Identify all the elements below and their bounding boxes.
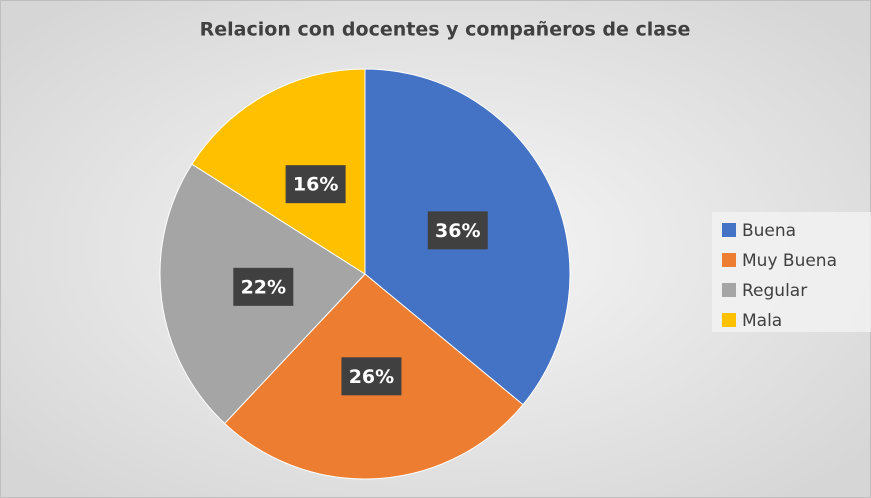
data-label: 36% — [435, 220, 480, 242]
data-label: 22% — [241, 276, 286, 298]
label-box — [427, 211, 488, 250]
legend-label: Regular — [742, 281, 807, 301]
legend-swatch — [722, 313, 736, 327]
legend-box — [712, 212, 871, 332]
label-box — [285, 165, 346, 204]
legend-label: Buena — [742, 221, 796, 241]
legend-label: Mala — [742, 311, 782, 331]
chart-title: Relacion con docentes y compañeros de cl… — [200, 19, 691, 41]
label-box — [233, 267, 294, 306]
legend-swatch — [722, 223, 736, 237]
data-label: 26% — [349, 366, 394, 388]
legend-swatch — [722, 253, 736, 267]
data-label: 16% — [293, 174, 338, 196]
legend-label: Muy Buena — [742, 251, 837, 271]
pie-slice — [191, 68, 366, 275]
label-box — [341, 357, 402, 396]
legend-swatch — [722, 283, 736, 297]
